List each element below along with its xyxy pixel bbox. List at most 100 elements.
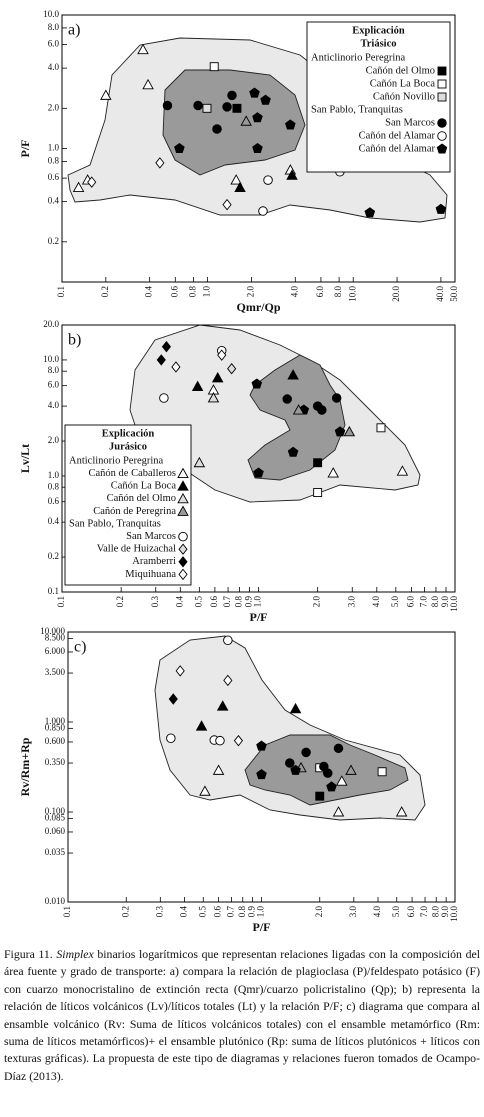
point	[396, 465, 409, 476]
x-tick-label: 0.5	[193, 596, 203, 608]
legend-marker	[177, 467, 189, 479]
point	[156, 354, 166, 366]
x-tick-label: 0.1	[56, 286, 66, 297]
point	[212, 764, 225, 775]
point	[195, 720, 208, 731]
legend-box	[306, 21, 451, 173]
point	[161, 340, 172, 353]
point	[217, 349, 227, 361]
panel-label: b)	[68, 332, 81, 349]
point	[256, 769, 267, 780]
point	[223, 635, 233, 645]
point	[290, 764, 301, 775]
x-tick-label: 9.0	[440, 906, 450, 918]
y-tick-label: 0.035	[45, 847, 66, 857]
point	[171, 361, 181, 373]
x-tick-label: 9.0	[440, 596, 450, 608]
x-tick-label: 0.1	[62, 906, 72, 917]
y-tick-label: 0.600	[45, 736, 66, 746]
point	[301, 747, 311, 758]
legend-group: San Pablo, Tranquitas	[69, 518, 161, 529]
legend-marker	[436, 143, 448, 154]
point	[193, 100, 203, 111]
legend-label: Aramberri	[132, 556, 176, 567]
point	[377, 767, 387, 777]
x-tick-label: 1.0	[202, 286, 212, 298]
x-tick-label: 0.1	[56, 596, 66, 607]
y-tick-label: 2.0	[48, 102, 60, 112]
legend-group: San Pablo, Tranquitas	[311, 104, 403, 115]
x-tick-label: 0.3	[154, 906, 164, 918]
legend-group: Anticlinorio Peregrina	[311, 52, 406, 63]
x-tick-label: 8.0	[430, 906, 440, 918]
point	[240, 115, 252, 126]
point	[287, 369, 299, 380]
legend-label: Valle de Huizachal	[97, 544, 176, 555]
x-tick-label: 5.0	[391, 906, 401, 918]
point	[282, 394, 292, 404]
point	[334, 426, 346, 437]
x-tick-label: 2.0	[246, 286, 256, 298]
point	[174, 142, 185, 153]
y-tick-label: 1.0	[48, 143, 60, 153]
x-tick-label: 0.9	[244, 596, 254, 608]
x-tick-label: 0.4	[179, 906, 189, 918]
point	[333, 743, 344, 754]
point	[212, 124, 222, 134]
point	[232, 103, 242, 113]
y-tick-label: 6.0	[48, 380, 60, 390]
caption: Figura 11. Simplex binarios logarítmicos…	[4, 946, 480, 1085]
y-tick-label: 0.8	[48, 481, 60, 491]
x-tick-label: 3.0	[346, 596, 356, 608]
legend-marker	[178, 568, 188, 581]
x-tick-label: 7.0	[419, 596, 429, 608]
point	[331, 393, 342, 403]
point	[313, 458, 323, 468]
legend-box	[64, 424, 192, 586]
y-tick-label: 0.4	[48, 516, 60, 526]
y-axis-label: P/F	[18, 140, 32, 158]
point	[285, 119, 296, 130]
point	[168, 693, 178, 705]
legend-label: Cañón La Boca	[111, 481, 177, 492]
point	[223, 674, 233, 687]
point	[87, 176, 97, 188]
y-tick-label: 10.0	[43, 354, 59, 364]
panel-label: a)	[68, 22, 80, 39]
x-tick-label: 5.0	[390, 596, 400, 608]
legend-label: Cañón del Alamar	[359, 143, 436, 154]
point	[260, 94, 271, 105]
x-tick-label: 50.0	[449, 286, 459, 302]
point	[209, 62, 219, 72]
y-tick-label: 0.850	[45, 722, 66, 732]
legend-subtitle: Jurásico	[109, 441, 147, 452]
y-tick-label: 2.0	[48, 435, 60, 445]
legend-label: Cañón La Boca	[370, 78, 436, 89]
y-tick-label: 0.4	[48, 196, 60, 206]
legend-label: San Marcos	[385, 117, 435, 128]
x-tick-label: 0.4	[144, 286, 154, 298]
point	[376, 423, 386, 433]
x-tick-label: 0.6	[213, 906, 223, 918]
legend-title: Explicación	[352, 25, 405, 36]
point	[155, 157, 165, 169]
x-tick-label: 10.0	[449, 596, 459, 612]
y-tick-label: 4.0	[48, 400, 60, 410]
point	[215, 735, 225, 746]
panel-label: c)	[74, 639, 86, 656]
point	[292, 404, 305, 415]
field-inner	[247, 354, 346, 481]
point	[100, 89, 112, 100]
y-tick-label: 10.000	[40, 626, 65, 636]
point	[227, 90, 237, 101]
legend-label: Miquihuana	[125, 569, 176, 580]
point	[234, 181, 246, 192]
point	[345, 764, 357, 775]
point	[199, 785, 211, 796]
x-tick-label: 0.2	[115, 596, 125, 607]
point	[142, 78, 154, 90]
x-tick-label: 4.0	[289, 286, 299, 298]
point	[230, 174, 242, 185]
x-tick-label: 7.0	[419, 906, 429, 918]
x-tick-label: 0.6	[169, 286, 179, 298]
